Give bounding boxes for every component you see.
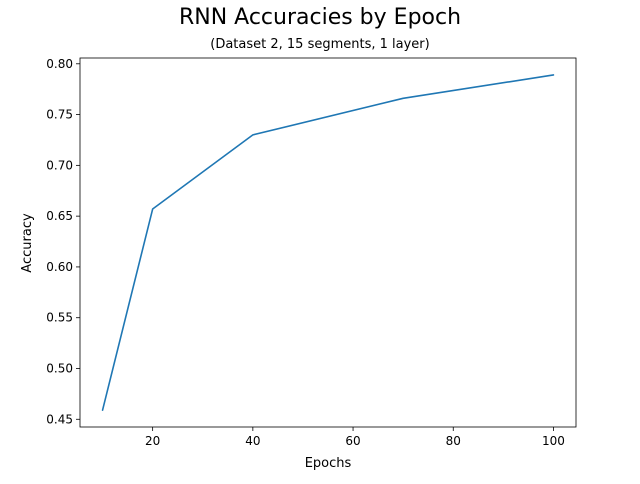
x-tick-label: 100 [542,434,565,448]
y-tick-label: 0.70 [46,158,73,172]
chart-title: RNN Accuracies by Epoch [179,5,461,30]
x-tick-label: 20 [145,434,160,448]
y-axis-label: Accuracy [20,213,35,273]
y-tick-label: 0.50 [46,361,73,375]
y-axis: 0.45 0.50 0.55 0.60 0.65 0.70 0.75 0.80 [46,57,80,426]
x-axis: 20 40 60 80 100 [145,427,565,448]
x-tick-label: 60 [345,434,360,448]
y-tick-label: 0.45 [46,412,73,426]
y-tick-label: 0.75 [46,108,73,122]
y-tick-label: 0.55 [46,311,73,325]
plot-area [80,58,576,427]
x-axis-label: Epochs [305,456,352,471]
x-tick-label: 40 [245,434,260,448]
chart-subtitle: (Dataset 2, 15 segments, 1 layer) [210,37,429,52]
x-tick-label: 80 [446,434,461,448]
y-tick-label: 0.65 [46,209,73,223]
y-tick-label: 0.60 [46,260,73,274]
y-tick-label: 0.80 [46,57,73,71]
